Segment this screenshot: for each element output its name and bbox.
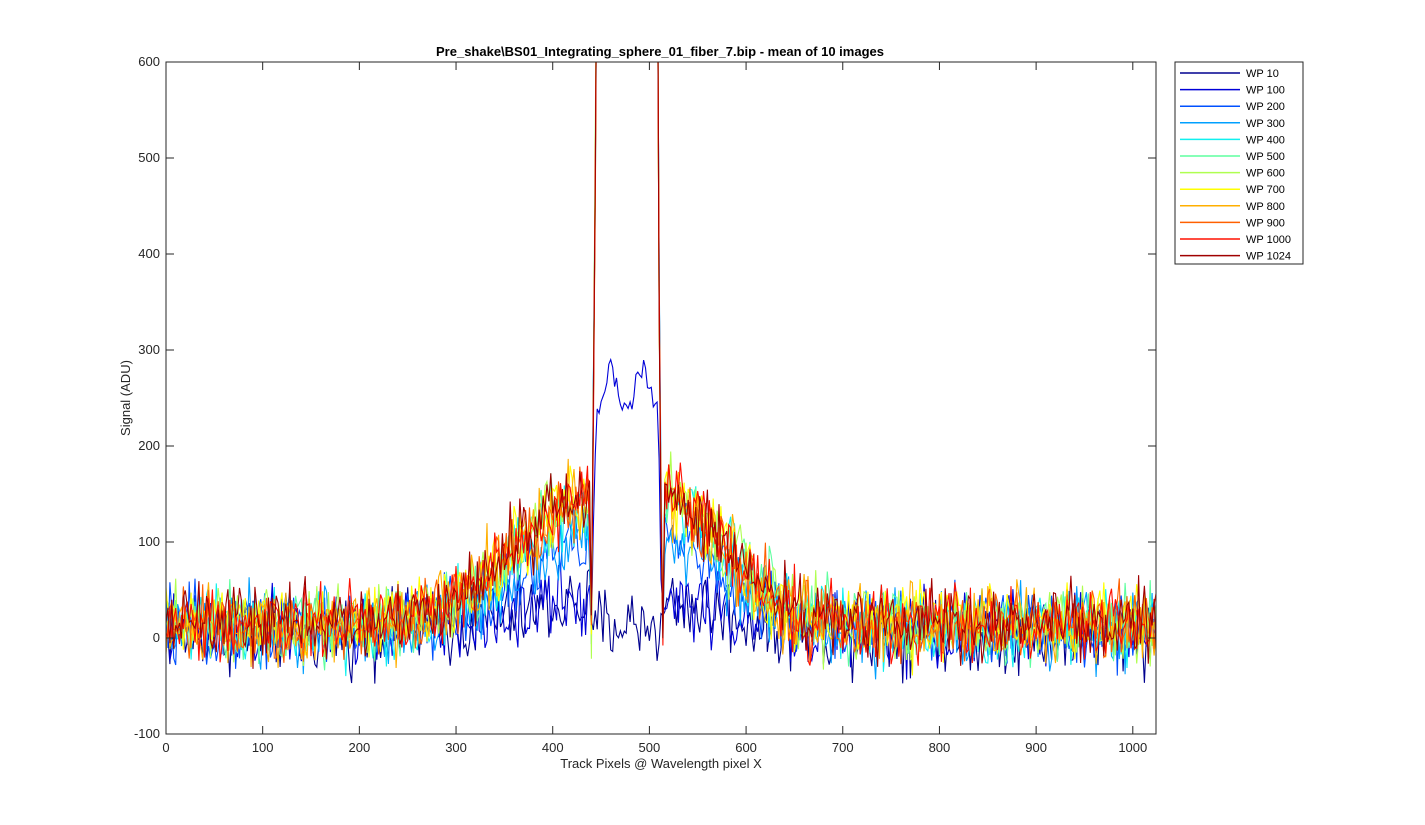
y-tick-label: 400 (138, 246, 160, 261)
x-tick-label: 100 (252, 740, 274, 755)
axis-ticks: 0 100 200 300 400 500 600 700 800 900 1000-1000100… (134, 54, 1156, 755)
legend-label: WP 1000 (1246, 234, 1291, 246)
legend-label: WP 700 (1246, 184, 1285, 196)
legend-label: WP 400 (1246, 134, 1285, 146)
x-tick-label: 500 (639, 740, 661, 755)
y-tick-label: 100 (138, 534, 160, 549)
y-tick-label: 0 (153, 630, 160, 645)
y-tick-label: 600 (138, 54, 160, 69)
x-tick-label: 900 (1025, 740, 1047, 755)
legend-label: WP 600 (1246, 168, 1285, 180)
legend-label: WP 10 (1246, 68, 1279, 80)
legend-label: WP 900 (1246, 217, 1285, 229)
series-layer (166, 62, 1156, 684)
legend-label: WP 1024 (1246, 251, 1291, 263)
x-tick-label: 400 (542, 740, 564, 755)
series-line-wp-1024 (166, 62, 1156, 669)
legend-box (1174, 61, 1304, 265)
x-tick-label: 0 (162, 740, 169, 755)
x-axis-title: Track Pixels @ Wavelength pixel X (560, 756, 762, 771)
x-tick-label: 1000 (1118, 740, 1147, 755)
chart-title: Pre_shake\BS01_Integrating_sphere_01_fib… (436, 44, 884, 59)
y-tick-label: 500 (138, 150, 160, 165)
y-tick-label: 300 (138, 342, 160, 357)
plot-frame (165, 61, 1157, 735)
x-tick-label: 600 (735, 740, 757, 755)
x-tick-label: 700 (832, 740, 854, 755)
y-tick-label: -100 (134, 726, 160, 741)
x-tick-label: 200 (349, 740, 371, 755)
legend: WP 10 WP 100 WP 200 WP 300 WP 400 WP 500 WP 60… (1174, 61, 1304, 265)
legend-label: WP 500 (1246, 151, 1285, 163)
x-tick-label: 800 (929, 740, 951, 755)
legend-label: WP 100 (1246, 85, 1285, 97)
x-tick-label: 300 (445, 740, 467, 755)
y-axis-title: Signal (ADU) (118, 360, 133, 436)
legend-label: WP 300 (1246, 118, 1285, 130)
legend-label: WP 800 (1246, 201, 1285, 213)
legend-label: WP 200 (1246, 101, 1285, 113)
y-tick-label: 200 (138, 438, 160, 453)
